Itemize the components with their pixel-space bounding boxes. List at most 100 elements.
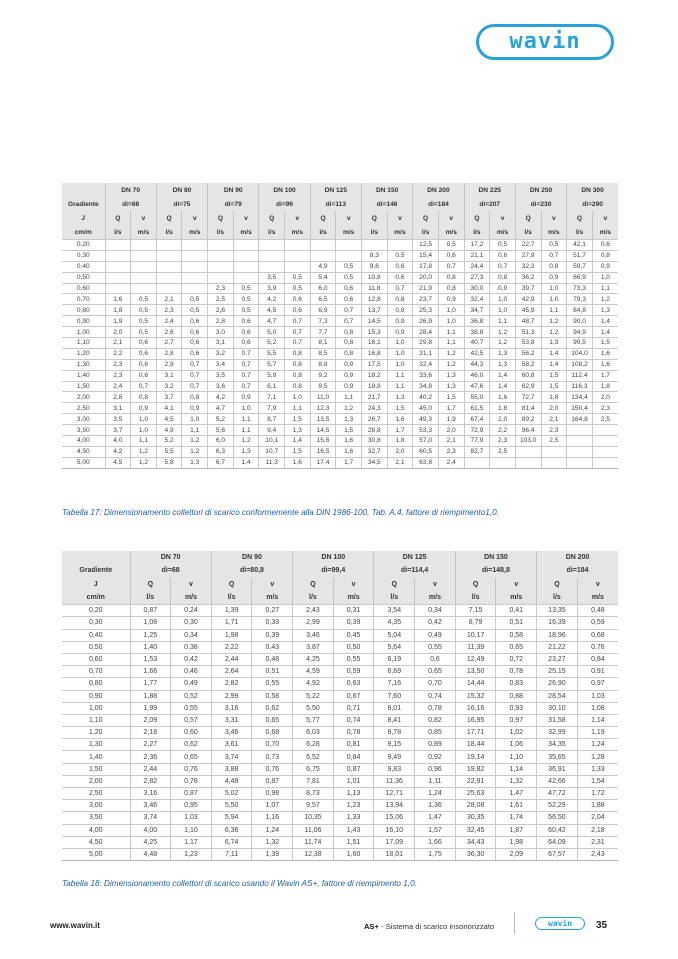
flow-cell: 51,7 [566,249,593,262]
footer-website-link[interactable]: www.wavin.it [50,921,100,930]
velocity-cell: 1,4 [284,435,311,447]
flow-cell: 5,0 [258,326,285,338]
velocity-cell: 1,6 [591,347,618,360]
flow-cell: 8,5 [309,347,336,360]
flow-cell: 32,7 [360,445,388,458]
velocity-cell: 1,5 [591,337,618,349]
flow-cell: 34,5 [360,456,388,469]
velocity-cell: 0,76 [576,640,618,654]
velocity-cell: 0,6 [130,347,157,360]
flow-cell [155,282,182,294]
velocity-cell: 1,57 [414,823,456,837]
flow-cell: 4,9 [309,260,336,273]
flow-cell: 2,3 [104,369,131,382]
velocity-cell: 1,60 [332,847,374,862]
flow-cell: 3,7 [104,424,131,436]
flow-cell [155,260,182,273]
velocity-cell: 1,75 [414,847,456,862]
flow-cell: 13,50 [454,665,496,678]
flow-cell: 16,16 [454,701,496,715]
velocity-cell [540,445,567,458]
flow-cell: 7,60 [373,689,415,703]
table-row: 0,80 1,8 0,5 2,3 0,5 2,6 0,5 4,5 0,6 6,9 0,7 13,7 0,… [62,304,618,316]
flow-cell: 96,4 [514,424,542,436]
velocity-cell: 1,5 [284,413,311,425]
flow-cell: 1,40 [129,640,171,654]
velocity-cell: 1,32 [495,774,537,788]
q-unit: l/s [463,225,490,240]
flow-cell: 12,8 [360,293,388,305]
velocity-cell: 1,4 [489,369,516,382]
flow-cell: 14,5 [309,424,336,436]
flow-cell: 13,94 [373,799,415,812]
velocity-cell: 1,0 [130,424,157,436]
velocity-cell: 1,3 [591,304,618,316]
dn-header: DN 300 [566,183,618,197]
q-header: Q [373,577,415,591]
flow-cell: 7,16 [373,677,415,690]
flow-cell: 15,06 [373,811,415,825]
velocity-cell: 2,0 [386,445,413,458]
flow-cell: 26,90 [536,677,578,690]
velocity-cell [284,249,311,262]
velocity-cell: 1,39 [251,847,293,862]
flow-cell: 4,92 [292,677,334,690]
flow-cell: 4,48 [210,774,252,788]
flow-cell: 17,8 [412,260,439,273]
table-row: 1,00 2,0 0,5 2,6 0,6 3,0 0,6 5,0 0,7 7,7 0,8 15,3 0,… [62,326,618,338]
header-blank [62,551,130,565]
flow-cell: 6,0 [207,435,234,447]
footer-subtitle: - Sistema di scarico insonorizzato [378,922,495,931]
flow-cell [514,445,542,458]
flow-cell: 38,8 [463,326,490,338]
velocity-cell: 1,47 [414,811,456,825]
flow-cell: 53,8 [514,337,542,349]
flow-cell: 2,8 [207,315,234,327]
gradient-cell: 0,50 [62,640,130,654]
v-header: v [495,577,537,591]
gradient-cell: 0,70 [62,665,130,678]
flow-cell: 2,1 [104,337,131,349]
velocity-cell: 1,87 [495,823,537,837]
flow-cell: 22,7 [514,239,542,251]
velocity-cell: 1,7 [591,369,618,382]
velocity-cell: 0,33 [251,616,293,630]
flow-cell: 150,4 [566,402,593,414]
velocity-cell: 1,51 [332,835,374,849]
velocity-cell: 0,78 [170,774,212,788]
velocity-cell: 0,48 [576,604,618,617]
table-row: 1,20 2,2 0,6 2,8 0,6 3,2 0,7 5,5 0,8 8,5 0,8 16,8 1,… [62,347,618,360]
dn-header: DN 100 [258,183,311,197]
velocity-cell: 0,70 [251,738,293,751]
velocity-cell: 1,13 [332,786,374,800]
table-row: 0,20 12,5 0,5 17,2 0,5 22,7 0,5 42,1 0,6 [62,239,618,251]
velocity-cell: 0,55 [170,701,212,715]
flow-cell: 15,4 [412,249,439,262]
flow-cell: 25,15 [536,665,578,678]
table-row: 2,00 2,8 0,8 3,7 0,8 4,2 0,9 7,1 1,0 11,0 1,1 21,7 1… [62,391,618,403]
velocity-cell: 0,7 [232,358,259,371]
flow-cell: 30,0 [463,282,490,294]
table-row: 0,40 4,9 0,5 9,6 0,6 17,8 0,7 24,4 0,7 32,3 0,8 59,… [62,260,618,273]
flow-cell: 7,15 [454,604,496,617]
flow-cell: 6,28 [292,738,334,751]
flow-cell: 3,46 [292,628,334,642]
velocity-cell: 0,57 [170,713,212,727]
v-unit: m/s [576,590,618,605]
q-header: Q [210,577,252,591]
flow-cell [155,239,182,251]
velocity-cell: 1,8 [386,435,413,447]
velocity-cell: 1,5 [437,391,465,403]
gradient-cell: 1,20 [62,726,130,739]
flow-cell: 17,5 [360,358,388,371]
gradient-cell: 1,50 [62,380,105,392]
flow-cell: 6,36 [210,823,252,837]
unit-header: cm/m [62,590,130,605]
velocity-cell: 0,45 [332,628,374,642]
flow-cell: 3,61 [210,738,252,751]
velocity-cell: 1,2 [181,435,208,447]
v-header: v [591,211,618,225]
dn-header: DN 90 [210,551,293,565]
flow-cell: 2,6 [155,326,182,338]
flow-cell: 17,09 [373,835,415,849]
